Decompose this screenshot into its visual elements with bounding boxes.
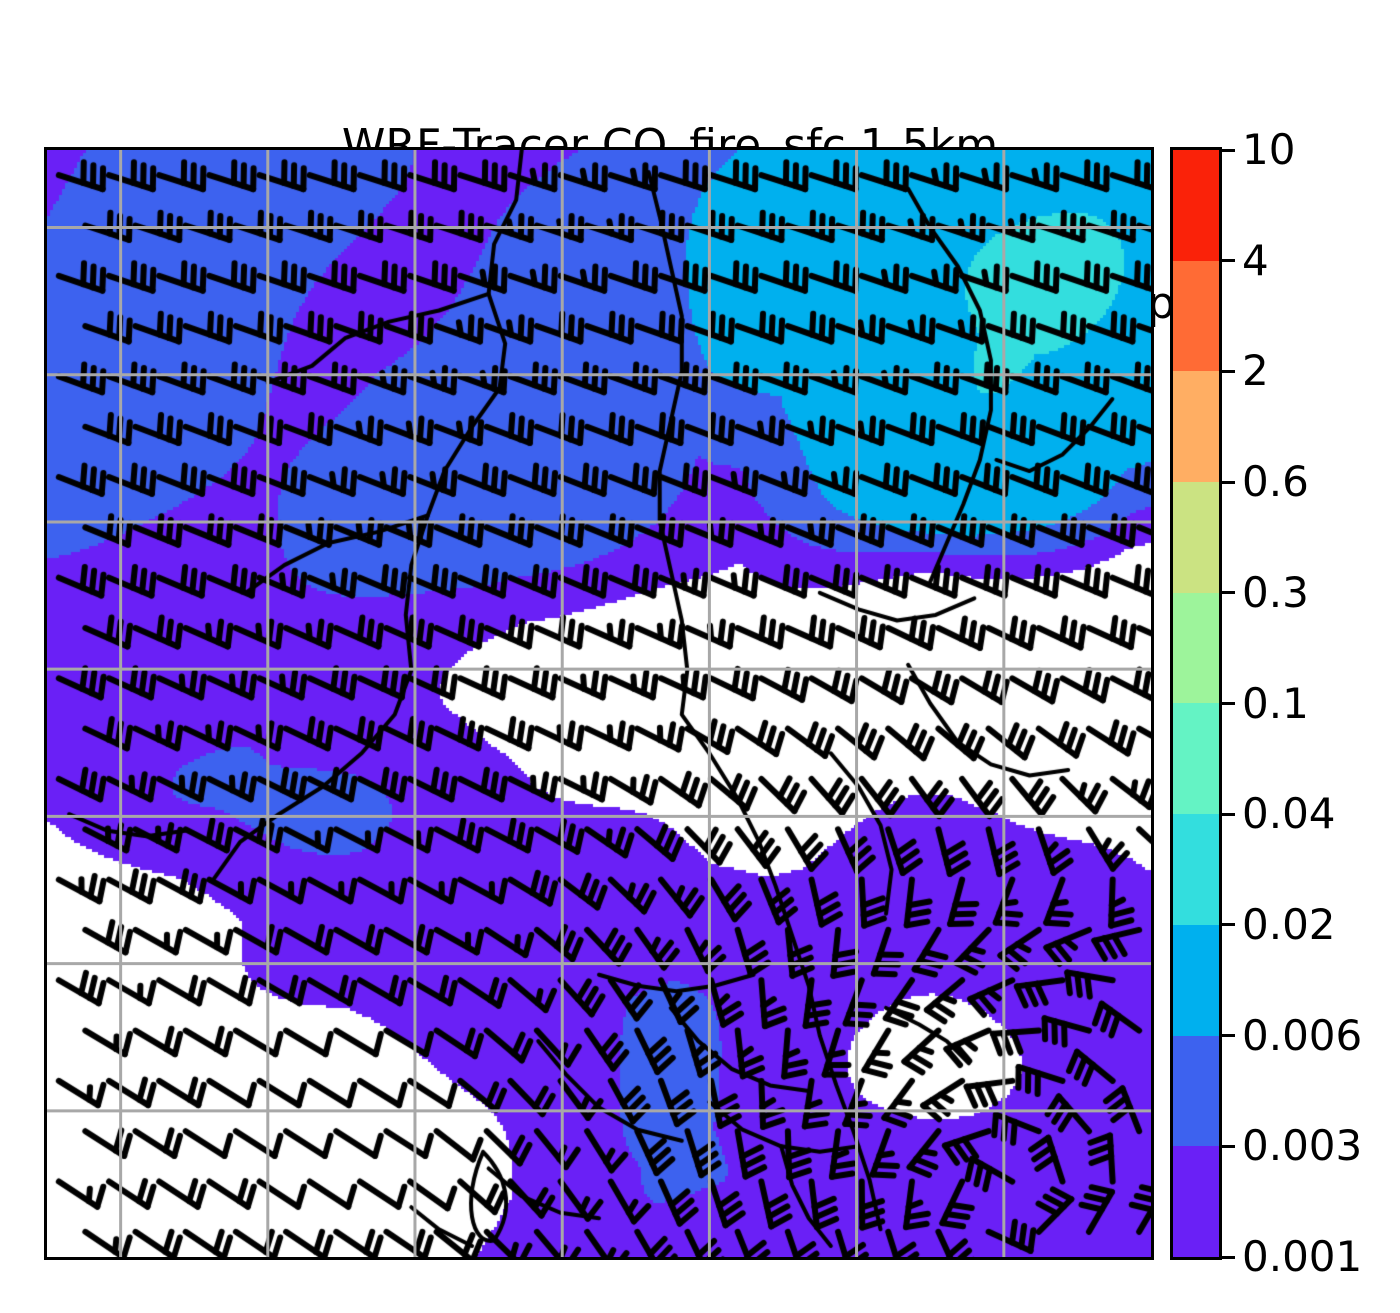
colorbar-tick-mark — [1222, 148, 1235, 152]
colorbar-tick-mark — [1222, 1255, 1235, 1259]
colorbar-tick-mark — [1222, 369, 1235, 373]
colorbar-band — [1173, 703, 1219, 815]
colorbar-tick-label: 2 — [1242, 346, 1269, 396]
colorbar-tick-mark — [1222, 591, 1235, 595]
colorbar-tick-label: 0.1 — [1242, 678, 1309, 728]
colorbar-band — [1173, 592, 1219, 704]
colorbar-tick-label: 0.3 — [1242, 567, 1309, 617]
colorbar-tick-mark — [1222, 702, 1235, 705]
colorbar-tick-mark — [1222, 1034, 1235, 1038]
colorbar-tick-label: 0.02 — [1242, 899, 1336, 949]
colorbar-band — [1173, 260, 1219, 372]
title-line-model: WRF-Tracer CO_fire_sfc 1.5km — [341, 119, 999, 171]
colorbar-band — [1173, 371, 1219, 483]
colorbar-band — [1173, 814, 1219, 925]
colorbar-tick-mark — [1222, 1144, 1235, 1148]
colorbar-tick-mark — [1222, 923, 1235, 927]
colorbar-band — [1173, 1146, 1219, 1257]
colorbar — [1170, 147, 1222, 1260]
colorbar-tick-label: 0.6 — [1242, 457, 1309, 507]
colorbar-tick-label: 0.001 — [1242, 1232, 1363, 1281]
map-plot-area — [44, 147, 1154, 1260]
colorbar-band — [1173, 1035, 1219, 1147]
colorbar-tick-label: 0.006 — [1242, 1010, 1363, 1060]
colorbar-band — [1173, 482, 1219, 593]
colorbar-band — [1173, 924, 1219, 1036]
concentration-field-canvas — [47, 150, 1151, 1257]
colorbar-tick-mark — [1222, 480, 1235, 484]
colorbar-tick-labels: 10 4 2 0.6 0.3 0.1 0.04 0.02 0.006 0.003 0.001 — [1222, 129, 1392, 1278]
colorbar-tick-label: 10 — [1242, 125, 1296, 174]
colorbar-tick-mark — [1222, 812, 1235, 816]
colorbar-band — [1173, 150, 1219, 261]
colorbar-tick-label: 0.003 — [1242, 1121, 1363, 1171]
colorbar-tick-label: 4 — [1242, 235, 1269, 285]
colorbar-tick-label: 0.04 — [1242, 789, 1336, 839]
colorbar-tick-mark — [1222, 259, 1235, 263]
